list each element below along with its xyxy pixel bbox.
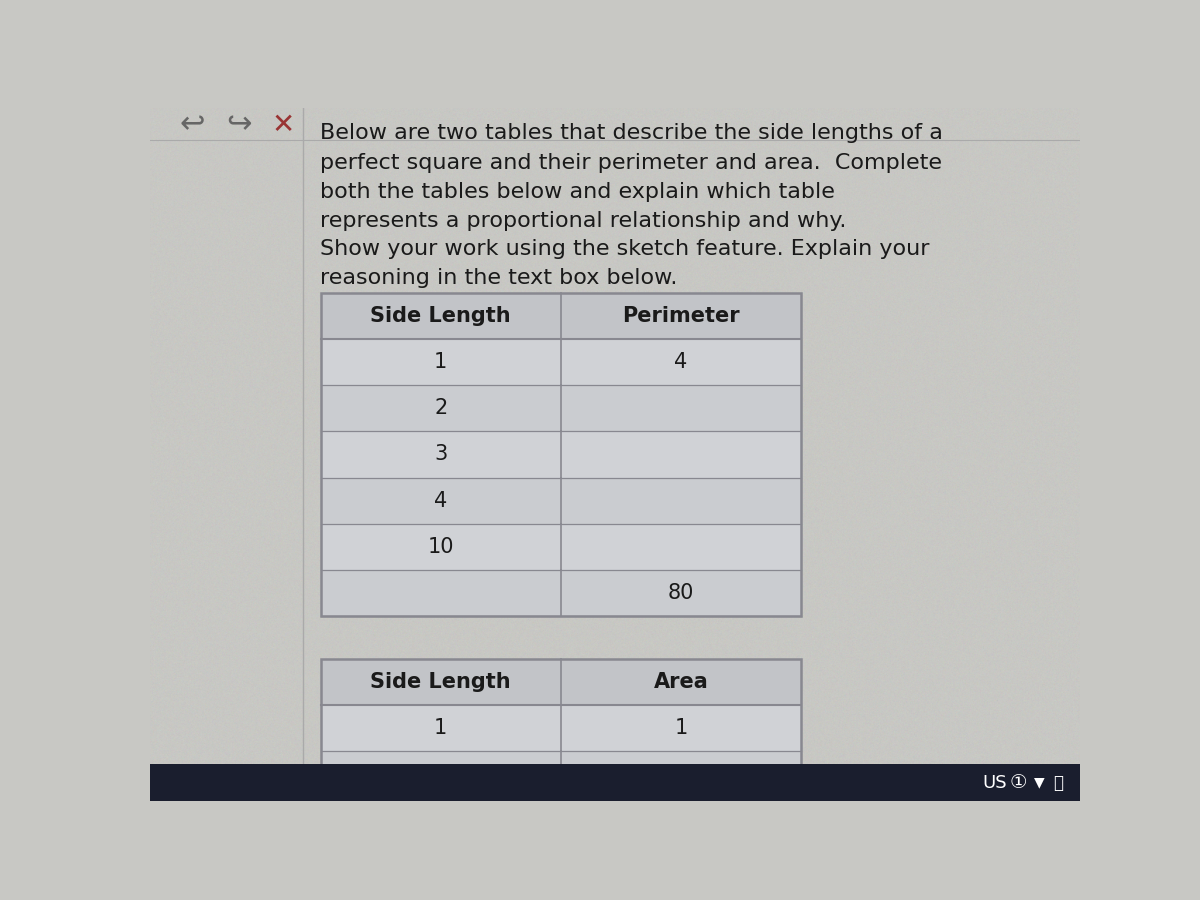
Text: ↪: ↪	[227, 111, 252, 140]
Bar	[320, 570, 802, 617]
Text: Show your work using the sketch feature. Explain your: Show your work using the sketch feature.…	[320, 238, 930, 259]
Text: 2: 2	[434, 399, 448, 418]
Bar	[320, 431, 802, 478]
Text: 10: 10	[427, 537, 454, 557]
Text: ①: ①	[1009, 773, 1027, 792]
Text: perfect square and their perimeter and area.  Complete: perfect square and their perimeter and a…	[320, 153, 942, 173]
Text: both the tables below and explain which table: both the tables below and explain which …	[320, 182, 835, 202]
Text: Area: Area	[654, 671, 708, 691]
Text: Perimeter: Perimeter	[622, 306, 739, 326]
Text: Side Length: Side Length	[371, 671, 511, 691]
Bar	[320, 339, 802, 385]
Bar	[150, 764, 1080, 801]
Text: Below are two tables that describe the side lengths of a: Below are two tables that describe the s…	[320, 123, 943, 143]
Bar	[320, 292, 802, 616]
Text: 4: 4	[674, 352, 688, 372]
Bar	[320, 751, 802, 797]
Bar	[320, 478, 802, 524]
Text: 4: 4	[434, 491, 448, 510]
Text: 1: 1	[434, 352, 448, 372]
Text: US: US	[983, 773, 1007, 791]
Text: 1: 1	[434, 718, 448, 738]
Text: ▼: ▼	[1034, 776, 1045, 789]
Text: 2: 2	[434, 764, 448, 784]
Text: 1: 1	[674, 718, 688, 738]
Text: represents a proportional relationship and why.: represents a proportional relationship a…	[320, 212, 847, 231]
Bar	[320, 705, 802, 751]
Text: ↩: ↩	[180, 111, 205, 140]
Text: 🔒: 🔒	[1054, 773, 1063, 791]
Text: ✕: ✕	[271, 111, 295, 139]
Text: Side Length: Side Length	[371, 306, 511, 326]
Bar	[320, 659, 802, 705]
Bar	[320, 385, 802, 431]
Text: 3: 3	[434, 445, 448, 464]
Bar	[320, 292, 802, 339]
Bar	[320, 524, 802, 570]
Text: reasoning in the text box below.: reasoning in the text box below.	[320, 268, 678, 288]
Bar	[320, 659, 802, 797]
Text: 80: 80	[667, 583, 694, 603]
